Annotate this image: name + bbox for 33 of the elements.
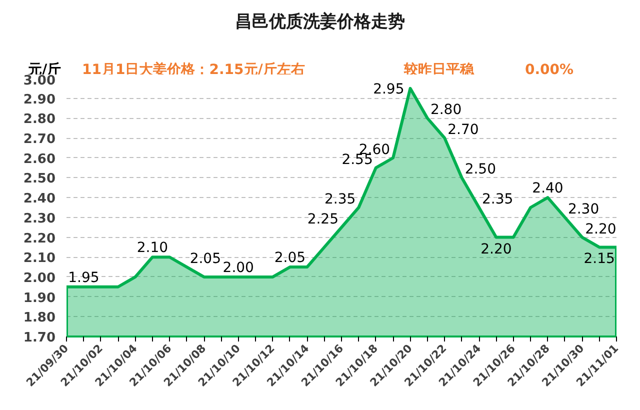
data-label: 2.10	[136, 240, 168, 256]
y-tick-label: 2.80	[23, 112, 56, 128]
y-tick-label: 1.80	[23, 310, 56, 326]
y-tick-label: 2.90	[23, 92, 56, 108]
y-tick-label: 2.10	[23, 251, 56, 266]
y-tick-label: 2.00	[23, 270, 56, 286]
data-label: 2.35	[324, 192, 356, 208]
data-label: 2.05	[274, 250, 306, 266]
y-tick-label: 1.90	[23, 290, 56, 306]
data-label: 2.05	[190, 251, 221, 268]
text: 0.00%	[525, 61, 574, 80]
chart-title: 昌邑优质洗姜价格走势	[234, 10, 406, 34]
y-tick-label: 2.20	[23, 231, 56, 246]
data-label: 2.35	[482, 192, 514, 208]
data-label: 2.15	[584, 251, 615, 268]
data-label: 2.00	[222, 260, 254, 276]
y-tick-label: 3.00	[23, 74, 56, 88]
data-label: 2.30	[568, 201, 600, 218]
data-label: 2.20	[585, 221, 616, 238]
data-label: 2.50	[464, 162, 496, 178]
data-label: 1.95	[68, 270, 100, 286]
y-tick-label: 2.50	[23, 172, 56, 187]
data-label: 2.70	[448, 122, 479, 138]
data-label: 2.80	[430, 102, 462, 118]
data-label: 2.95	[373, 81, 404, 98]
data-label: 2.20	[480, 241, 512, 258]
data-label: 2.25	[307, 211, 338, 228]
y-tick-label: 2.70	[23, 132, 56, 148]
y-tick-label: 1.70	[23, 330, 56, 346]
y-tick-label: 2.40	[23, 192, 56, 207]
y-tick-label: 2.30	[23, 211, 56, 226]
y-tick-label: 2.60	[23, 152, 56, 167]
data-label: 2.40	[532, 180, 564, 197]
